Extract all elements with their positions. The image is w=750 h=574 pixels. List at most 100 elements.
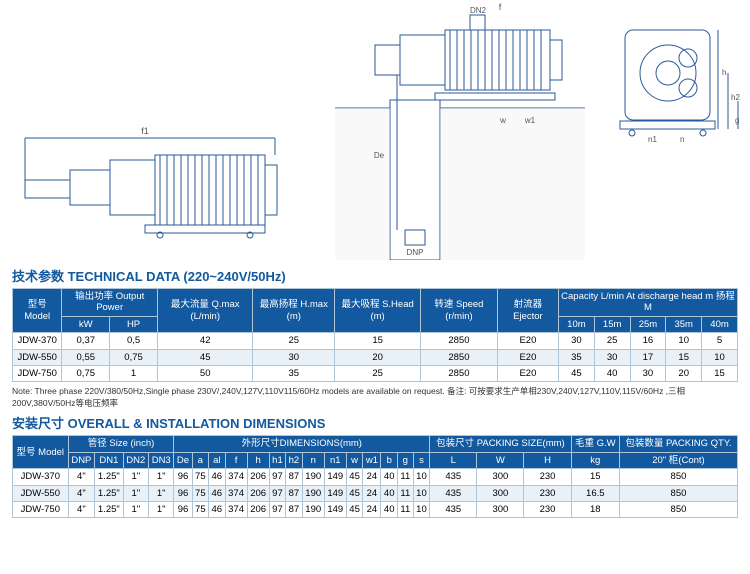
cell-de: 96 [174, 501, 192, 517]
cell-c35: 10 [666, 333, 702, 349]
svg-text:De: De [374, 151, 385, 160]
table-row: JDW-5500,550,754530202850E203530171510 [13, 349, 738, 365]
th-output-power: 输出功率 Output Power [62, 289, 158, 317]
th-de: De [174, 452, 192, 468]
cell-qmax: 50 [157, 365, 253, 381]
svg-text:n: n [680, 135, 684, 144]
cell-c10: 35 [559, 349, 595, 365]
cell-n: 190 [302, 501, 324, 517]
svg-text:DNP: DNP [407, 248, 424, 257]
th-dn2: DN2 [123, 452, 148, 468]
th-size: 管径 Size (inch) [68, 436, 174, 452]
th-h2: h2 [286, 452, 302, 468]
cell-dn2: 1" [123, 485, 148, 501]
th-packing-qty: 包装数量 PACKING QTY. [619, 436, 737, 452]
cell-hmax: 35 [253, 365, 335, 381]
cell-g: 11 [397, 485, 413, 501]
cell-c40: 15 [702, 365, 738, 381]
th-s: s [413, 452, 429, 468]
cell-c10: 45 [559, 365, 595, 381]
th-gw: 毛重 G.W [571, 436, 619, 452]
svg-text:DN2: DN2 [470, 6, 487, 15]
th-c25: 25m [630, 316, 666, 332]
cell-dnp: 4" [68, 501, 95, 517]
th-W: W [477, 452, 524, 468]
cell-L: 435 [430, 501, 477, 517]
cell-c15: 40 [594, 365, 630, 381]
cell-model: JDW-750 [13, 365, 62, 381]
th-capacity: Capacity L/min At discharge head m 扬程 M [559, 289, 738, 317]
cell-L: 435 [430, 485, 477, 501]
cell-al: 46 [209, 469, 225, 485]
cell-qmax: 45 [157, 349, 253, 365]
cell-kw: 0,37 [62, 333, 110, 349]
cell-ejector: E20 [497, 349, 558, 365]
svg-text:w: w [499, 116, 506, 125]
cell-c15: 25 [594, 333, 630, 349]
cell-h2: 87 [286, 485, 302, 501]
cell-s: 10 [413, 469, 429, 485]
svg-text:f1: f1 [141, 126, 149, 136]
cell-ejector: E20 [497, 333, 558, 349]
cell-H: 230 [524, 501, 571, 517]
cell-speed: 2850 [421, 333, 498, 349]
svg-text:n1: n1 [648, 135, 657, 144]
th-dnp: DNP [68, 452, 95, 468]
table-row: JDW-3704"1.25"1"1"9675463742069787190149… [13, 469, 738, 485]
cell-h: 206 [247, 469, 269, 485]
cell-n: 190 [302, 485, 324, 501]
cell-w: 45 [346, 501, 362, 517]
cell-a: 75 [192, 485, 208, 501]
cell-cont: 850 [619, 485, 737, 501]
cell-h1: 97 [269, 469, 285, 485]
cell-h: 206 [247, 485, 269, 501]
th-h: h [247, 452, 269, 468]
cell-al: 46 [209, 485, 225, 501]
cell-kg: 18 [571, 501, 619, 517]
cell-b: 40 [381, 485, 397, 501]
cell-h1: 97 [269, 485, 285, 501]
cell-n: 190 [302, 469, 324, 485]
cell-W: 300 [477, 501, 524, 517]
tech-note: Note: Three phase 220V/380/50Hz,Single p… [12, 385, 738, 409]
th-dmodel: 型号 Model [13, 436, 69, 469]
cell-h1: 97 [269, 501, 285, 517]
svg-text:h: h [722, 68, 726, 77]
cell-g: 11 [397, 501, 413, 517]
cell-w: 45 [346, 469, 362, 485]
cell-c25: 17 [630, 349, 666, 365]
cell-a: 75 [192, 469, 208, 485]
th-dn1: DN1 [95, 452, 123, 468]
cell-c25: 16 [630, 333, 666, 349]
cell-dnp: 4" [68, 469, 95, 485]
cell-w1: 24 [363, 485, 381, 501]
cell-h2: 87 [286, 501, 302, 517]
th-packing-size: 包装尺寸 PACKING SIZE(mm) [430, 436, 571, 452]
dims-title: 安装尺寸 OVERALL & INSTALLATION DIMENSIONS [12, 413, 750, 432]
th-c40: 40m [702, 316, 738, 332]
th-speed: 转速 Speed (r/min) [421, 289, 498, 333]
cell-model: JDW-550 [13, 485, 69, 501]
cell-w1: 24 [363, 501, 381, 517]
th-c15: 15m [594, 316, 630, 332]
th-kg: kg [571, 452, 619, 468]
th-a: a [192, 452, 208, 468]
th-hmax: 最高扬程 H.max (m) [253, 289, 335, 333]
cell-H: 230 [524, 485, 571, 501]
cell-shead: 20 [335, 349, 421, 365]
cell-h2: 87 [286, 469, 302, 485]
cell-f: 374 [225, 469, 247, 485]
cell-hmax: 25 [253, 333, 335, 349]
tech-data-table: 型号 Model 输出功率 Output Power 最大流量 Q.max (L… [12, 288, 738, 382]
cell-H: 230 [524, 469, 571, 485]
cell-f: 374 [225, 485, 247, 501]
th-h1: h1 [269, 452, 285, 468]
cell-de: 96 [174, 485, 192, 501]
cell-a: 75 [192, 501, 208, 517]
cell-shead: 25 [335, 365, 421, 381]
th-dimensions: 外形尺寸DIMENSIONS(mm) [174, 436, 430, 452]
cell-c25: 30 [630, 365, 666, 381]
cell-dn3: 1" [149, 485, 174, 501]
cell-W: 300 [477, 469, 524, 485]
cell-c35: 15 [666, 349, 702, 365]
